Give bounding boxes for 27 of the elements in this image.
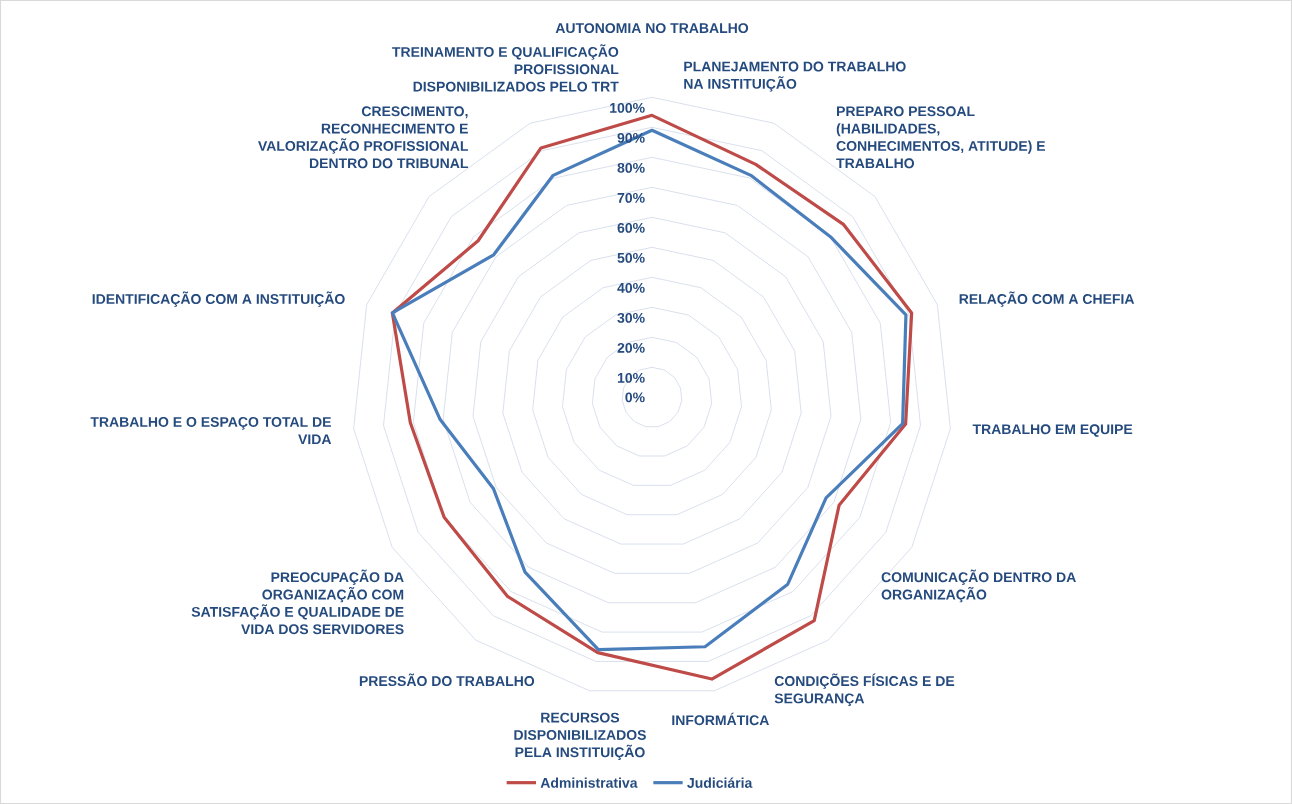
spoke-label: RECURSOS DISPONIBILIZADOS PELA INSTITUIÇÃO: [514, 712, 646, 760]
spoke-label: PREOCUPAÇÃO DA ORGANIZAÇÃO COM SATISFAÇÃO E QUALIDADE DE VIDA DOS SERVIDORES: [191, 569, 404, 635]
y-tick-label: 50%: [617, 252, 645, 263]
y-tick-label: 100%: [610, 102, 645, 113]
legend-label: Judiciária: [687, 777, 753, 788]
y-tick-label: 60%: [617, 222, 645, 233]
spoke-label: TRABALHO EM EQUIPE: [972, 424, 1133, 437]
spoke-label: PREPARO PESSOAL (HABILIDADES, CONHECIMENTOS, ATITUDE) E TRABALHO: [836, 106, 1046, 169]
spoke-label: CRESCIMENTO, RECONHECIMENTO E VALORIZAÇÃO PROFISSIONAL DENTRO DO TRIBUNAL: [258, 106, 469, 169]
legend-label: Administrativa: [540, 777, 638, 788]
spoke-label: TRABALHO E O ESPAÇO TOTAL DE VIDA: [90, 417, 332, 445]
spoke-label: RELAÇÃO COM A CHEFIA: [959, 291, 1135, 307]
y-tick-label: 40%: [617, 282, 645, 293]
spoke-label: CONDIÇÕES FÍSICAS E DE SEGURANÇA: [774, 673, 955, 707]
spoke-label: COMUNICAÇÃO DENTRO DA ORGANIZAÇÃO: [881, 569, 1076, 603]
spoke-label: IDENTIFICAÇÃO COM A INSTITUIÇÃO: [92, 291, 345, 307]
spoke-label: AUTONOMIA NO TRABALHO: [555, 23, 749, 34]
y-tick-label: 0%: [625, 392, 645, 403]
y-tick-label: 70%: [617, 192, 645, 203]
spoke-label: PRESSÃO DO TRABALHO: [359, 673, 535, 687]
y-tick-label: 20%: [617, 342, 645, 353]
y-tick-label: 80%: [617, 162, 645, 173]
y-tick-label: 10%: [617, 372, 645, 383]
spoke-label: TREINAMENTO E QUALIFICAÇÃO PROFISSIONAL DISPONIBILIZADOS PELO TRT: [392, 44, 619, 92]
spoke-label: INFORMÁTICA: [672, 712, 769, 726]
y-tick-label: 30%: [617, 312, 645, 323]
spoke-label: PLANEJAMENTO DO TRABALHO NA INSTITUIÇÃO: [684, 61, 906, 92]
